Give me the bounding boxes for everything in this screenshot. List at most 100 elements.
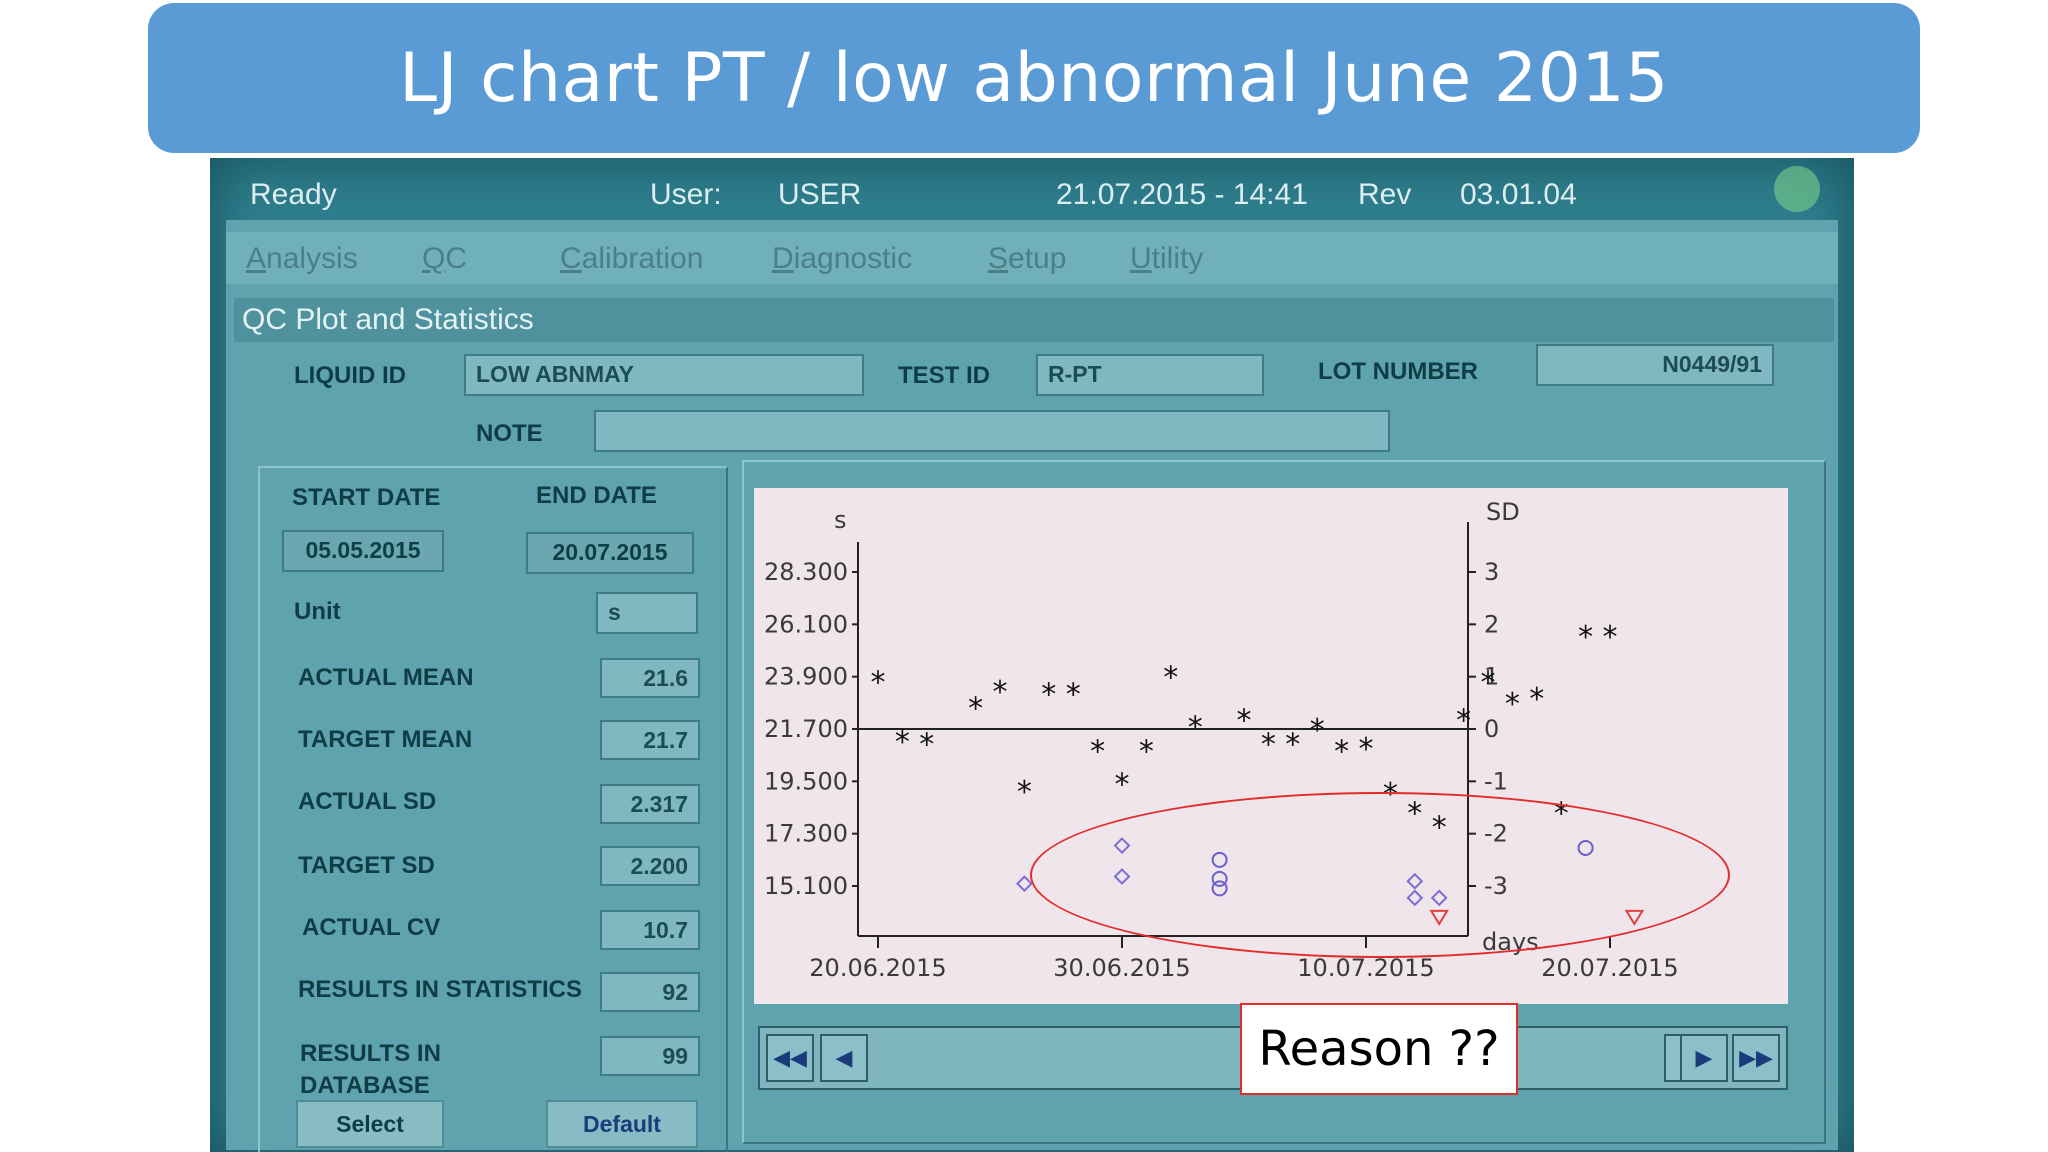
left-unit-label: s [834, 506, 847, 534]
unit-label: Unit [294, 598, 341, 625]
data-point-star: * [1310, 713, 1325, 748]
data-point-star: * [1066, 677, 1081, 712]
y-tick-label: 23.900 [764, 663, 848, 691]
note-label: NOTE [476, 420, 543, 447]
data-point-star: * [919, 727, 934, 762]
target-mean-value: 21.7 [600, 720, 700, 760]
liquid-id-label: LIQUID ID [294, 362, 406, 389]
menu-setup[interactable]: Setup [988, 242, 1067, 275]
actual-cv-value: 10.7 [600, 910, 700, 950]
user-label: User: [650, 178, 722, 211]
rev-value: 03.01.04 [1460, 178, 1577, 211]
results-in-statistics-value: 92 [600, 972, 700, 1012]
statistics-panel [258, 466, 728, 1152]
right-unit-label: SD [1486, 498, 1520, 526]
test-id-label: TEST ID [898, 362, 991, 389]
target-sd-value: 2.200 [600, 846, 700, 886]
y-tick-label: 28.300 [764, 558, 848, 586]
start-date-field[interactable]: 05.05.2015 [282, 530, 444, 572]
test-id-field[interactable]: R-PT [1036, 354, 1264, 396]
x-tick-label: 10.07.2015 [1297, 954, 1434, 982]
unit-field[interactable]: s [596, 592, 698, 634]
forward-fast-icon[interactable]: ▶▶ [1732, 1034, 1780, 1082]
y-tick-label: 21.700 [764, 715, 848, 743]
rewind-icon[interactable]: ◀ [820, 1034, 868, 1082]
results-in-statistics-label: RESULTS IN STATISTICS [298, 976, 583, 1003]
data-point-star: * [1505, 687, 1520, 722]
data-point-star: * [1017, 775, 1032, 810]
status-indicator-icon [1774, 166, 1820, 212]
data-point-star: * [1261, 727, 1276, 762]
data-point-star: * [1090, 734, 1105, 769]
menu-bar: Analysis QC Calibration Diagnostic Setup… [226, 232, 1838, 284]
menu-analysis[interactable]: Analysis [246, 242, 358, 275]
note-field[interactable] [594, 410, 1390, 452]
data-point-star: * [871, 665, 886, 700]
status-state: Ready [250, 178, 337, 211]
liquid-id-field[interactable]: LOW ABNMAY [464, 354, 864, 396]
data-point-star: * [1456, 703, 1471, 738]
menu-qc[interactable]: QC [422, 242, 468, 275]
plot-frame [742, 460, 1826, 1144]
end-date-label: END DATE [536, 482, 657, 509]
sd-tick-label: 0 [1484, 715, 1499, 743]
data-point-star: * [1359, 732, 1374, 767]
menu-diagnostic[interactable]: Diagnostic [772, 242, 913, 275]
data-point-star: * [1237, 703, 1252, 738]
slide-title: LJ chart PT / low abnormal June 2015 [148, 3, 1920, 153]
menu-utility[interactable]: Utility [1130, 242, 1204, 275]
sd-tick-label: 1 [1484, 663, 1499, 691]
data-point-star: * [1139, 734, 1154, 769]
actual-mean-label: ACTUAL MEAN [298, 664, 474, 691]
rewind-fast-icon[interactable]: ◀◀ [766, 1034, 814, 1082]
x-tick-label: 20.07.2015 [1541, 954, 1678, 982]
annotation-box: Reason ?? [1240, 1003, 1518, 1095]
data-point-star: * [1041, 677, 1056, 712]
actual-sd-value: 2.317 [600, 784, 700, 824]
x-tick-label: 20.06.2015 [809, 954, 946, 982]
data-point-star: * [993, 675, 1008, 710]
lot-number-label: LOT NUMBER [1318, 358, 1478, 385]
start-date-label: START DATE [292, 484, 441, 511]
data-point-diamond [1015, 875, 1033, 893]
x-tick-label: 30.06.2015 [1053, 954, 1190, 982]
data-point-star: * [895, 725, 910, 760]
datetime: 21.07.2015 - 14:41 [1056, 178, 1308, 211]
data-point-star: * [1603, 620, 1618, 655]
user-value: USER [778, 178, 862, 211]
y-tick-label: 26.100 [764, 610, 848, 638]
target-mean-label: TARGET MEAN [298, 726, 473, 753]
annotation-ellipse [1030, 792, 1730, 958]
data-point-star: * [1334, 734, 1349, 769]
sd-tick-label: 2 [1484, 610, 1499, 638]
data-point-star: * [968, 692, 983, 727]
actual-mean-value: 21.6 [600, 658, 700, 698]
data-point-star: * [1188, 711, 1203, 746]
menu-calibration[interactable]: Calibration [560, 242, 704, 275]
lot-number-field[interactable]: N0449/91 [1536, 344, 1774, 386]
section-title: QC Plot and Statistics [234, 298, 1834, 342]
target-sd-label: TARGET SD [298, 852, 435, 879]
data-point-star: * [1481, 665, 1496, 700]
data-point-star: * [1115, 768, 1130, 803]
forward-icon[interactable]: ▶ [1680, 1034, 1728, 1082]
actual-sd-label: ACTUAL SD [298, 788, 437, 815]
data-point-star: * [1285, 727, 1300, 762]
actual-cv-label: ACTUAL CV [302, 914, 441, 941]
select-button[interactable]: Select [296, 1100, 444, 1148]
end-date-field[interactable]: 20.07.2015 [526, 532, 694, 574]
sd-tick-label: 3 [1484, 558, 1499, 586]
data-point-star: * [1529, 682, 1544, 717]
results-in-database-value: 99 [600, 1036, 700, 1076]
y-tick-label: 19.500 [764, 767, 848, 795]
data-point-star: * [1163, 661, 1178, 696]
y-tick-label: 17.300 [764, 820, 848, 848]
instrument-screen: Ready User: USER 21.07.2015 - 14:41 Rev … [210, 158, 1854, 1152]
sd-tick-label: -1 [1484, 767, 1508, 795]
y-tick-label: 15.100 [764, 872, 848, 900]
results-in-database-label-2: DATABASE [300, 1072, 430, 1099]
default-button[interactable]: Default [546, 1100, 698, 1148]
results-in-database-label: RESULTS IN [300, 1040, 441, 1067]
status-bar: Ready User: USER 21.07.2015 - 14:41 Rev … [210, 158, 1854, 220]
data-point-star: * [1578, 620, 1593, 655]
